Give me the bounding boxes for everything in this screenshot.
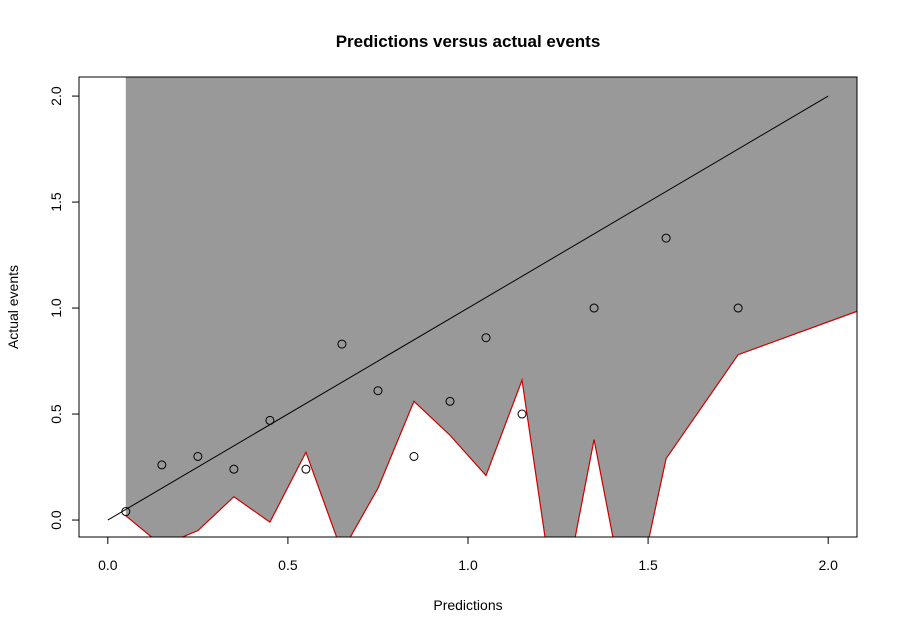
data-point <box>157 460 167 470</box>
chart-title: Predictions versus actual events <box>336 32 601 51</box>
data-point <box>121 507 131 517</box>
data-point <box>373 386 383 396</box>
band-lower-edge <box>125 310 857 537</box>
y-tick-label: 1.0 <box>48 298 64 318</box>
data-point <box>229 464 239 474</box>
data-point <box>517 409 527 419</box>
data-point <box>301 464 311 474</box>
data-point <box>589 303 599 313</box>
plot-area <box>107 77 857 537</box>
shaded-band <box>125 77 857 537</box>
y-axis-label: Actual events <box>5 265 21 349</box>
x-axis-label: Predictions <box>433 597 502 613</box>
x-tick-label: 1.0 <box>458 557 478 573</box>
data-point <box>481 333 491 343</box>
y-tick-label: 1.5 <box>48 192 64 212</box>
data-point <box>193 451 203 461</box>
data-point <box>409 451 419 461</box>
data-point <box>445 396 455 406</box>
data-point <box>733 303 743 313</box>
x-tick-label: 0.0 <box>98 557 118 573</box>
y-tick-label: 0.5 <box>48 404 64 424</box>
data-point <box>337 339 347 349</box>
reference-line <box>107 95 829 521</box>
y-tick-label: 2.0 <box>48 86 64 106</box>
x-tick-label: 1.5 <box>638 557 658 573</box>
data-point <box>661 233 671 243</box>
x-tick-label: 2.0 <box>818 557 838 573</box>
x-tick-label: 0.5 <box>278 557 298 573</box>
data-point <box>265 415 275 425</box>
y-tick-label: 0.0 <box>48 510 64 530</box>
